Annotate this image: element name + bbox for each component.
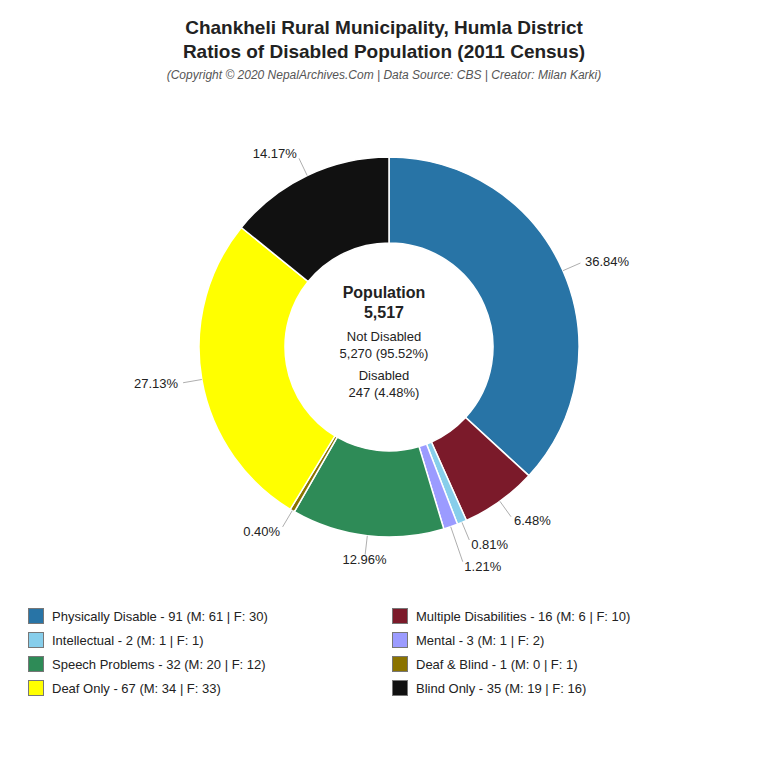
- html-text:Speech Problems - 32 (M: 20 |: Speech Problems - 32 (M: 20 | F: 12): [52, 656, 266, 672]
- html-text:Intellectual - 2 (M: 1 | F: 1): Intellectual - 2 (M: 1 | F: 1): [52, 632, 204, 648]
- html-text:Ratios of Disabled Population: Ratios of Disabled Population (2011 Cens…: [182, 41, 586, 62]
- html-text:Multiple Disabilities - 16 (M:: Multiple Disabilities - 16 (M: 6 | F: 10…: [416, 608, 631, 624]
- svg-text:1.21%: 1.21%: [464, 559, 501, 574]
- html-text:Not Disabled: Not Disabled: [346, 329, 422, 344]
- html-text:Disabled: Disabled: [358, 368, 410, 383]
- html-text:Chankheli Rural Municipality,: Chankheli Rural Municipality, Humla Dist…: [185, 17, 583, 38]
- svg-text:0.81%: 0.81%: [471, 537, 508, 552]
- html-text:5,270 (95.52%): 5,270 (95.52%): [339, 346, 429, 361]
- html-text:Mental - 3 (M: 1 | F: 2): Mental - 3 (M: 1 | F: 2): [416, 632, 545, 648]
- svg-text:27.13%: 27.13%: [134, 376, 179, 391]
- html-text:Deaf Only - 67 (M: 34 | F: 33): Deaf Only - 67 (M: 34 | F: 33): [52, 680, 221, 696]
- html-text:5,517: 5,517: [364, 304, 404, 321]
- svg-text:36.84%: 36.84%: [585, 254, 630, 269]
- svg-text:6.48%: 6.48%: [514, 513, 551, 528]
- html-text:Blind Only - 35 (M: 19 | F: 16: Blind Only - 35 (M: 19 | F: 16): [416, 680, 587, 696]
- html-text:247 (4.48%): 247 (4.48%): [348, 385, 420, 400]
- svg-text:14.17%: 14.17%: [253, 146, 298, 161]
- svg-text:0.40%: 0.40%: [243, 524, 280, 539]
- html-text:(Copyright © 2020 NepalArchive: (Copyright © 2020 NepalArchives.Com | Da…: [166, 68, 602, 82]
- html-text:Population: Population: [342, 284, 426, 301]
- html-text:Deaf & Blind - 1 (M: 0 | F: 1): Deaf & Blind - 1 (M: 0 | F: 1): [416, 656, 578, 672]
- html-text:Physically Disable - 91 (M: 61: Physically Disable - 91 (M: 61 | F: 30): [52, 608, 268, 624]
- svg-text:12.96%: 12.96%: [343, 552, 388, 567]
